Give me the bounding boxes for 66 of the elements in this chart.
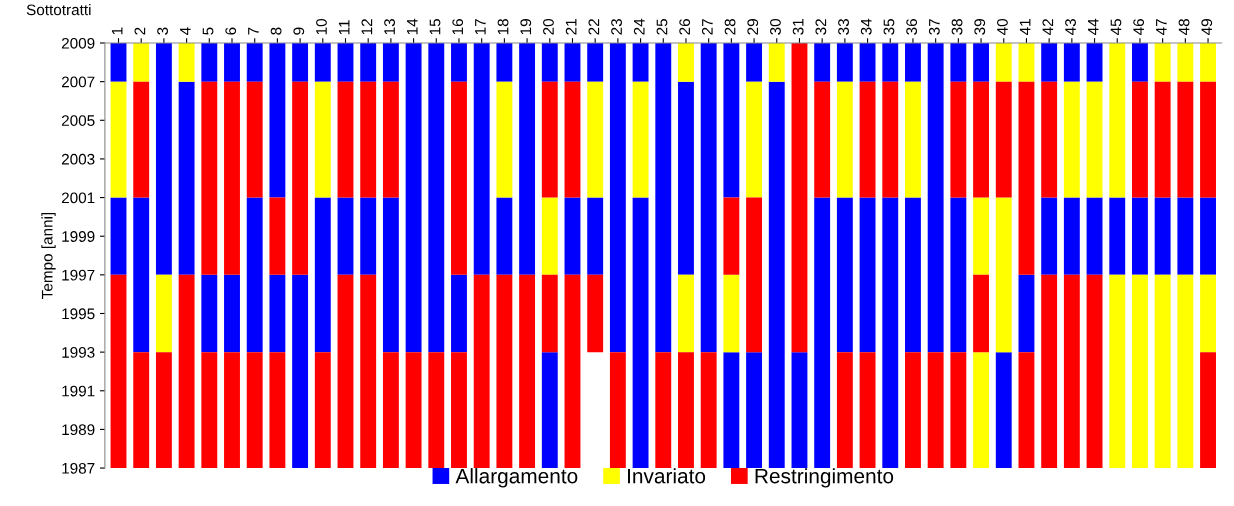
y-tick-label: 1989 — [62, 424, 95, 436]
x-tick-label: 1 — [111, 27, 123, 35]
y-tick-label: 1987 — [62, 462, 95, 474]
x-tick-label: 16 — [452, 19, 464, 35]
legend-label: Allargamento — [455, 468, 578, 488]
x-tick-label: 18 — [497, 19, 509, 35]
y-tick-label: 1993 — [62, 347, 95, 358]
y-tick-label: 1999 — [62, 231, 95, 242]
legend-label: Restringimento — [755, 468, 894, 488]
x-tick-label: 20 — [543, 18, 554, 35]
x-tick-label: 46 — [1133, 19, 1145, 36]
x-tick-label: 48 — [1178, 19, 1190, 36]
x-tick-label: 27 — [701, 19, 713, 35]
x-tick-label: 10 — [316, 18, 327, 35]
x-tick-label: 14 — [407, 18, 418, 35]
x-tick-label: 49 — [1201, 19, 1213, 36]
x-tick-label: 40 — [997, 18, 1008, 36]
y-axis-title: Tempo [anni] — [41, 212, 56, 299]
x-tick-label: 42 — [1042, 19, 1054, 36]
x-tick-label: 3 — [157, 27, 169, 35]
y-tick-label: 2005 — [61, 115, 95, 126]
x-tick-label: 45 — [1110, 19, 1122, 36]
x-tick-label: 17 — [475, 19, 486, 35]
x-tick-label: 30 — [770, 18, 781, 35]
x-axis-title: Sottotratti — [26, 4, 91, 16]
x-tick-label: 47 — [1156, 19, 1167, 36]
x-tick-label: 13 — [384, 19, 395, 35]
x-tick-label: 22 — [588, 19, 600, 35]
x-tick-label: 8 — [270, 27, 282, 35]
x-tick-label: 34 — [860, 18, 872, 35]
y-tick-label: 1991 — [62, 385, 95, 397]
x-tick-label: 36 — [906, 19, 918, 35]
x-tick-label: 41 — [1019, 19, 1031, 36]
x-tick-label: 35 — [883, 19, 895, 35]
x-tick-label: 32 — [815, 19, 827, 35]
y-tick-label: 1997 — [62, 269, 95, 281]
legend-label: Invariato — [628, 468, 706, 484]
x-tick-label: 19 — [520, 19, 532, 35]
x-tick-label: 21 — [565, 19, 577, 35]
y-tick-label: 2001 — [61, 192, 95, 204]
x-tick-label: 39 — [974, 19, 986, 35]
x-tick-label: 38 — [951, 19, 963, 35]
x-tick-label: 24 — [633, 18, 645, 35]
x-tick-label: 33 — [838, 19, 849, 35]
x-tick-label: 43 — [1065, 19, 1076, 36]
x-tick-label: 23 — [611, 19, 622, 35]
x-tick-label: 4 — [180, 27, 191, 36]
x-tick-label: 6 — [225, 27, 237, 35]
x-tick-label: 44 — [1087, 18, 1099, 36]
x-tick-label: 15 — [429, 19, 441, 35]
x-tick-label: 2 — [134, 27, 146, 35]
y-tick-label: 2003 — [61, 153, 95, 165]
y-tick-label: 2009 — [61, 37, 95, 49]
x-tick-label: 12 — [361, 19, 373, 35]
x-tick-label: 26 — [679, 19, 691, 35]
x-tick-label: 9 — [293, 27, 305, 35]
x-tick-label: 31 — [792, 19, 804, 35]
x-tick-label: 37 — [928, 19, 940, 35]
x-tick-label: 29 — [747, 19, 759, 35]
y-tick-label: 1995 — [62, 308, 95, 320]
x-tick-label: 25 — [656, 19, 668, 35]
x-tick-label: 5 — [202, 27, 214, 35]
x-tick-label: 7 — [248, 27, 259, 35]
x-tick-label: 28 — [724, 19, 736, 35]
x-tick-label: 11 — [338, 20, 350, 35]
y-tick-label: 2007 — [61, 76, 95, 88]
